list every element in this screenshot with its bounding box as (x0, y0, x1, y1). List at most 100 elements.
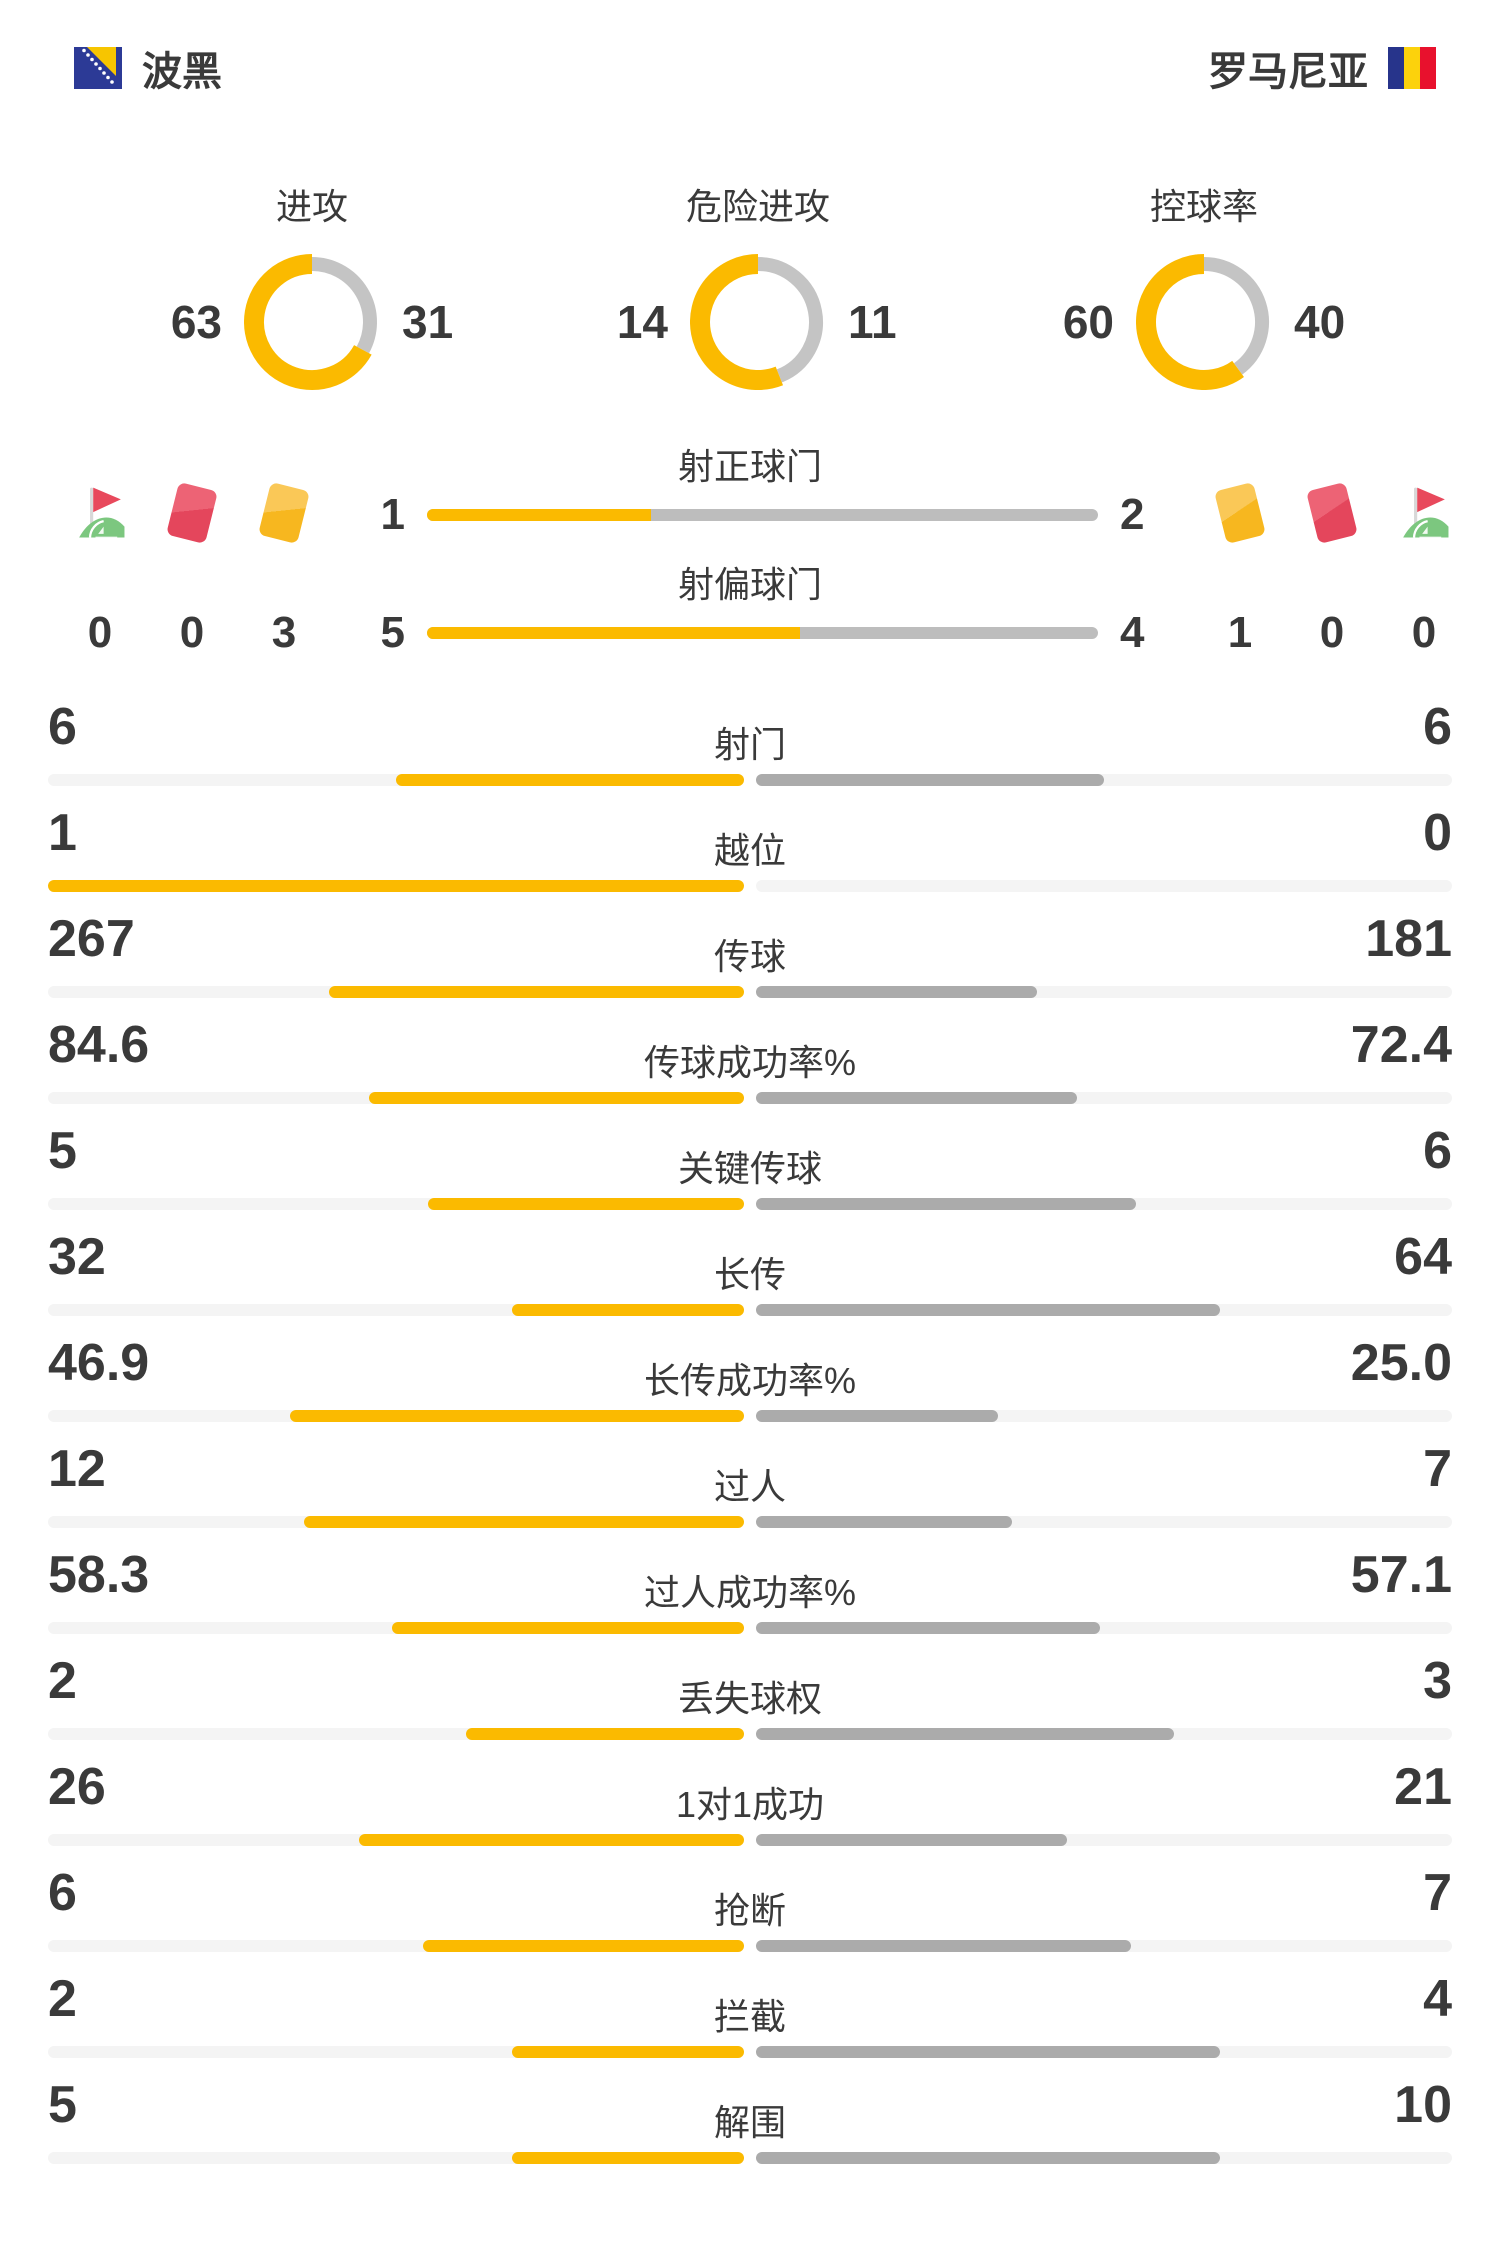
stat-bar-away-fill (756, 2152, 1221, 2164)
stat-bar-away-track (756, 986, 1452, 998)
shots-on-target-home-value: 1 (380, 490, 405, 539)
stat-home-value: 2 (48, 1652, 77, 1710)
stat-home-value: 2 (48, 1970, 77, 2028)
stat-bar-away-track (756, 1834, 1452, 1846)
stat-row-10: 26 1对1成功 21 (48, 1750, 1452, 1856)
stat-bar (48, 986, 1452, 998)
home-yellow-cards-value: 3 (271, 608, 297, 657)
stat-bar-away-fill (756, 1198, 1136, 1210)
away-team-name: 罗马尼亚 (1208, 50, 1368, 94)
stat-home-value: 5 (48, 1122, 77, 1180)
stat-label: 关键传球 (677, 1148, 822, 1189)
shots-on-target-label: 射正球门 (677, 446, 822, 487)
stat-away-value: 25.0 (1350, 1334, 1452, 1392)
stat-bar (48, 1834, 1452, 1846)
stat-label: 长传成功率% (643, 1360, 856, 1401)
stat-bar-home-fill (358, 1834, 744, 1846)
stat-bar-home-fill (396, 774, 744, 786)
corner-flag-icon (68, 478, 132, 548)
donut-ring (1136, 254, 1269, 390)
stat-bar-away-fill (756, 1728, 1174, 1740)
stat-bar-away-fill (756, 2046, 1221, 2058)
stat-bar-away-fill (756, 986, 1038, 998)
stat-label: 长传 (713, 1254, 786, 1295)
stat-bar-home-track (48, 1304, 744, 1316)
stat-row-5: 32 长传 64 (48, 1220, 1452, 1326)
romania-flag-icon (1388, 47, 1436, 89)
home-team: 波黑 (74, 39, 222, 97)
stat-bar (48, 2152, 1452, 2164)
yellow-card-icon (252, 478, 316, 548)
stat-bar-home-fill (290, 1410, 744, 1422)
stat-bar-away-track (756, 1304, 1452, 1316)
stat-row-12: 2 拦截 4 (48, 1962, 1452, 2068)
stat-home-value: 32 (48, 1228, 106, 1286)
stat-away-value: 10 (1394, 2076, 1452, 2134)
red-card-icon (1300, 478, 1364, 548)
stat-bar-home-fill (512, 1304, 744, 1316)
header: 波黑 罗马尼亚 (0, 0, 1500, 120)
stat-bar-home-fill (512, 2046, 744, 2058)
stat-bar-home-track (48, 1092, 744, 1104)
away-red-cards-value: 0 (1319, 608, 1345, 657)
stat-label: 1对1成功 (675, 1784, 825, 1825)
stat-home-value: 267 (48, 910, 135, 968)
stat-bar-away-track (756, 774, 1452, 786)
donut-charts-section: 进攻 63 31 危险进攻 14 11 控球率 60 40 (0, 120, 1500, 438)
stat-bar-home-fill (512, 2152, 744, 2164)
stat-away-value: 0 (1423, 804, 1452, 862)
stat-home-value: 6 (48, 1864, 77, 1922)
stat-bar-home-track (48, 1834, 744, 1846)
stat-row-2: 267 传球 181 (48, 902, 1452, 1008)
stat-label: 传球成功率% (643, 1042, 856, 1083)
shots-off-target-bar-row: 5 4 (325, 605, 1200, 661)
home-red-cards-value: 0 (179, 608, 205, 657)
stat-bar-away-track (756, 1092, 1452, 1104)
stat-away-value: 4 (1423, 1970, 1452, 2028)
shots-off-target-home-value: 5 (380, 608, 405, 657)
donut-away-value: 31 (402, 296, 454, 348)
stats-list: 6 射门 6 1 越位 0 267 传球 181 84.6 传球成功率% 72.4 5 关键传球 6 32 长传… (0, 690, 1500, 2174)
stat-bar-away-track (756, 1728, 1452, 1740)
donut-chart-1: 危险进攻 14 11 (535, 178, 981, 438)
donut-label: 进攻 (275, 186, 348, 227)
stat-bar (48, 1198, 1452, 1210)
stat-bar-away-fill (756, 1410, 998, 1422)
stat-bar-home-track (48, 1622, 744, 1634)
stat-bar (48, 880, 1452, 892)
stat-label: 抢断 (713, 1890, 786, 1931)
stat-home-value: 46.9 (48, 1334, 150, 1392)
stat-bar (48, 1940, 1452, 1952)
stat-bar-home-fill (465, 1728, 744, 1740)
shots-off-target-label: 射偏球门 (677, 564, 822, 605)
stat-home-value: 84.6 (48, 1016, 150, 1074)
shots-on-target-bar-row: 1 2 (325, 487, 1200, 543)
stat-away-value: 6 (1423, 1122, 1452, 1180)
shots-off-target-bar-home-fill (427, 627, 800, 639)
stat-row-1: 1 越位 0 (48, 796, 1452, 902)
stat-home-value: 6 (48, 698, 77, 756)
home-discipline-values: 0 0 3 (68, 605, 316, 661)
stat-bar-home-track (48, 1516, 744, 1528)
donut-chart-0: 进攻 63 31 (89, 178, 535, 438)
stat-bar (48, 1622, 1452, 1634)
stat-away-value: 57.1 (1350, 1546, 1452, 1604)
away-discipline-icons (1208, 478, 1456, 548)
home-corners-value: 0 (87, 608, 113, 657)
stat-row-7: 12 过人 7 (48, 1432, 1452, 1538)
stat-label: 过人 (713, 1466, 786, 1507)
stat-home-value: 5 (48, 2076, 77, 2134)
stat-row-11: 6 抢断 7 (48, 1856, 1452, 1962)
donut-away-value: 40 (1294, 296, 1346, 348)
stat-bar-home-track (48, 1728, 744, 1740)
stat-bar-away-track (756, 1622, 1452, 1634)
stat-bar-away-fill (756, 1304, 1221, 1316)
stat-row-3: 84.6 传球成功率% 72.4 (48, 1008, 1452, 1114)
stat-home-value: 1 (48, 804, 77, 862)
stat-bar-away-track (756, 1516, 1452, 1528)
stat-bar (48, 2046, 1452, 2058)
donut-ring (690, 254, 823, 390)
stat-bar-away-track (756, 2152, 1452, 2164)
stat-bar (48, 1728, 1452, 1740)
